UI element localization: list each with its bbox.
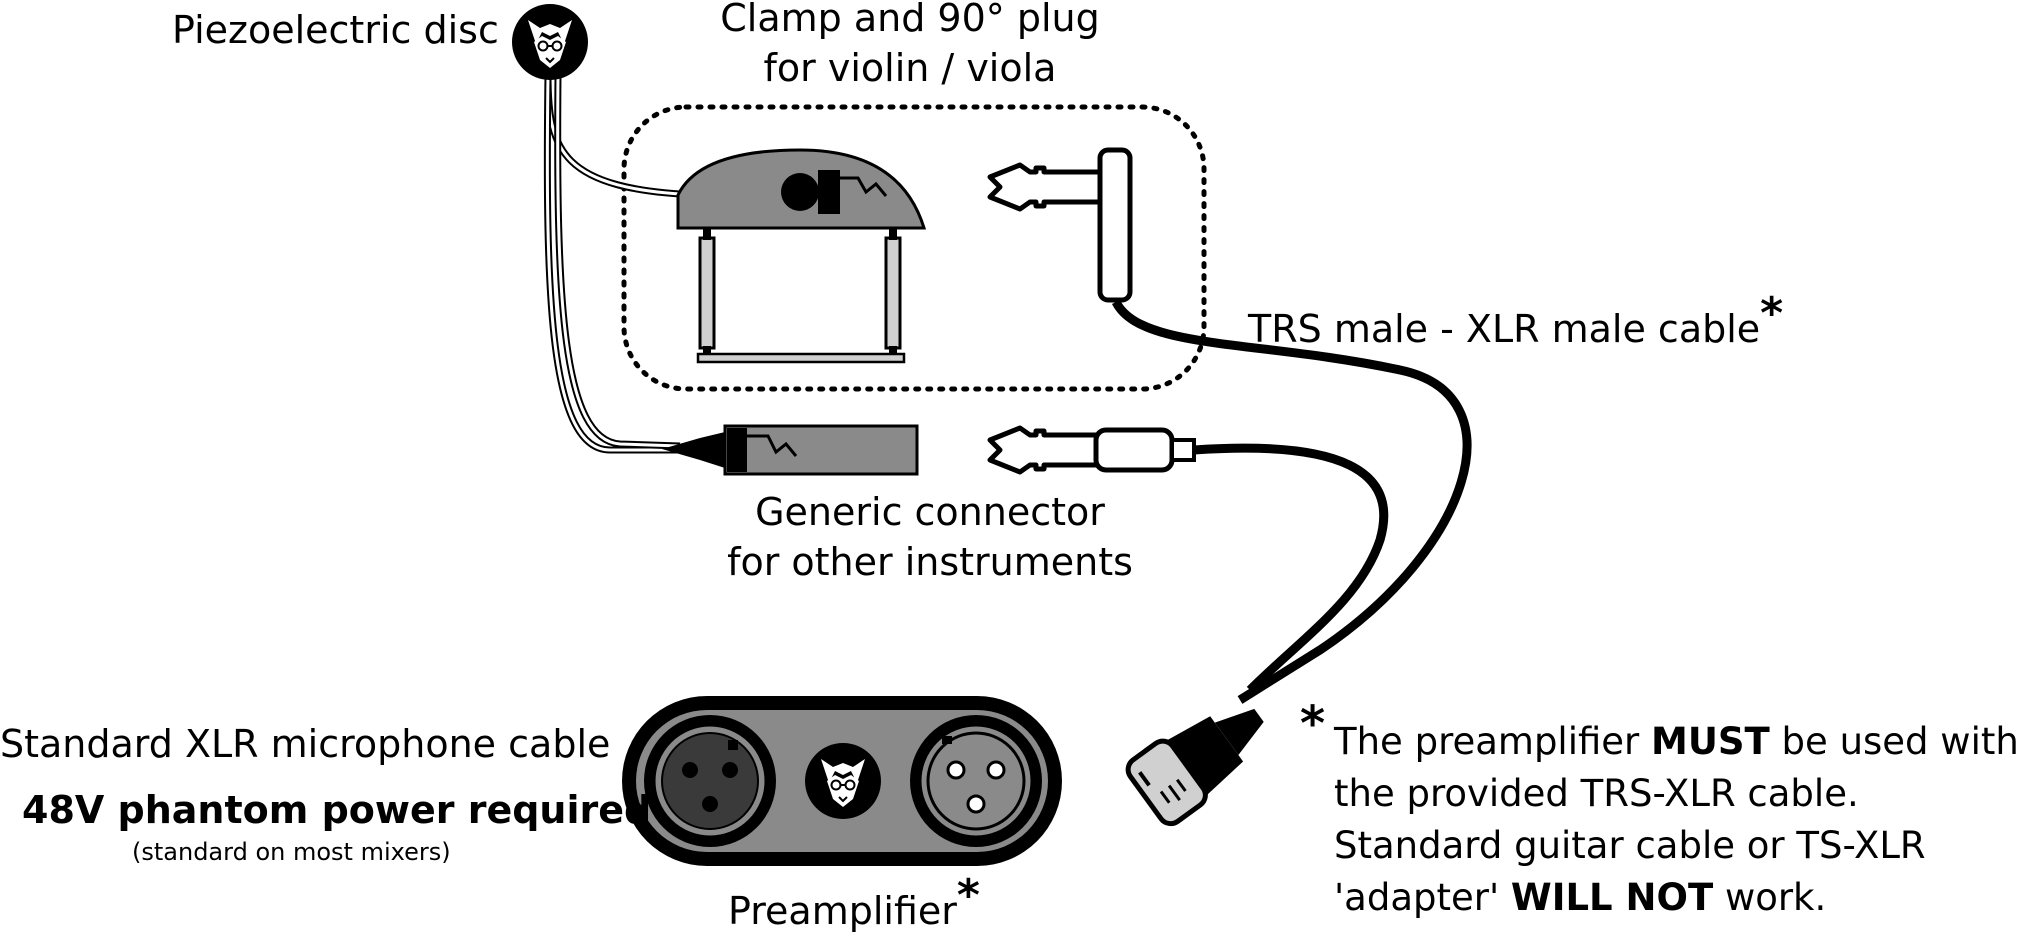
preamp-label: Preamplifier* xyxy=(728,870,980,937)
note-line-1: The preamplifier MUST be used with xyxy=(1334,716,2017,768)
xlr-cable-label: Standard XLR microphone cable xyxy=(0,722,611,766)
note-line-2: the provided TRS-XLR cable. xyxy=(1334,772,1859,815)
trs-straight-plug xyxy=(987,425,1196,475)
trs-cable-label: TRS male - XLR male cable* xyxy=(1248,288,1783,355)
clamp-group-boundary xyxy=(621,104,1207,392)
trs-cable-asterisk: * xyxy=(1760,288,1784,339)
trs-90-plug xyxy=(987,147,1133,303)
piezo-wire xyxy=(543,74,701,454)
trs-cable-label-text: TRS male - XLR male cable xyxy=(1248,307,1761,351)
phantom-power-label: 48V phantom power required xyxy=(22,788,652,832)
note-line-3: Standard guitar cable or TS-XLR xyxy=(1334,824,1926,867)
note-line-4-c: work. xyxy=(1713,876,1827,919)
note-must: MUST xyxy=(1651,720,1770,763)
preamp-asterisk: * xyxy=(956,870,980,921)
preamp-logo-icon xyxy=(804,742,882,820)
clamp-label-line2: for violin / viola xyxy=(763,46,1057,90)
clamp-label-line1: Clamp and 90° plug xyxy=(720,0,1100,40)
trs-xlr-cable xyxy=(1111,299,1472,704)
note-will-not: WILL NOT xyxy=(1510,876,1714,919)
note-line-1-c: be used with xyxy=(1769,720,2017,763)
note-line-4-a: 'adapter' xyxy=(1334,876,1511,919)
generic-label-line1: Generic connector xyxy=(755,490,1105,534)
generic-label-line2: for other instruments xyxy=(727,540,1133,584)
note-line-4: 'adapter' WILL NOT work. xyxy=(1334,872,2017,924)
note-line-1-a: The preamplifier xyxy=(1334,720,1652,763)
trs-cable xyxy=(1193,443,1389,694)
piezo-disc-icon xyxy=(511,3,589,81)
xlr-male-plug xyxy=(1125,708,1264,827)
generic-connector xyxy=(662,424,919,476)
phantom-power-note: (standard on most mixers) xyxy=(132,838,451,866)
clamp-body xyxy=(676,148,927,364)
note-asterisk: * xyxy=(1300,696,1326,752)
preamp-warning-note: The preamplifier MUST be used with the p… xyxy=(1334,716,2017,924)
preamp-label-text: Preamplifier xyxy=(728,889,957,933)
piezo-label: Piezoelectric disc xyxy=(172,8,499,52)
